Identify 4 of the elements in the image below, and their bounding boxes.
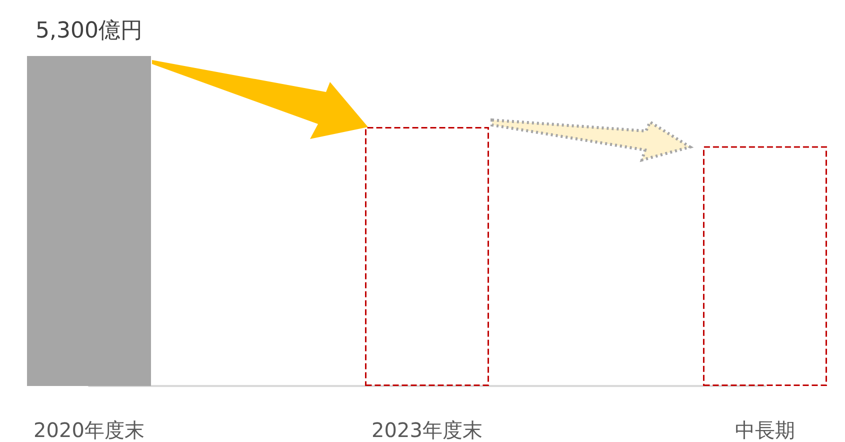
x-tick-label: 2023年度末	[372, 418, 482, 442]
x-tick-label: 中長期	[735, 418, 795, 442]
data-label: 5,300億円	[36, 18, 142, 44]
x-tick-label: 2020年度末	[34, 418, 144, 442]
